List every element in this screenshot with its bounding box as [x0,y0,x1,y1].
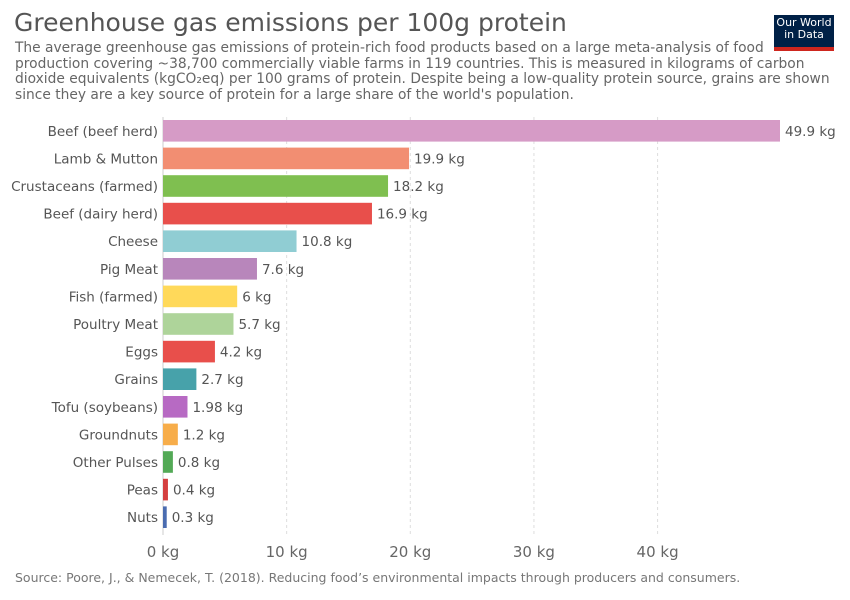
bar [163,368,197,390]
chart-title: Greenhouse gas emissions per 100g protei… [14,8,567,37]
value-label: 10.8 kg [302,234,353,250]
category-label: Cheese [108,234,158,250]
value-label: 4.2 kg [220,345,262,361]
bar [163,506,167,528]
category-label: Nuts [127,510,158,526]
category-label: Beef (beef herd) [48,124,158,140]
owid-logo[interactable]: Our World in Data [774,15,834,51]
x-tick-label: 20 kg [389,543,431,561]
value-label: 0.3 kg [172,510,214,526]
category-label: Crustaceans (farmed) [11,179,158,195]
bar [163,285,238,308]
x-tick-label: 40 kg [637,543,679,561]
chart-subtitle: The average greenhouse gas emissions of … [15,40,830,103]
bar [163,451,173,473]
bar [163,175,389,197]
bar [163,258,257,280]
value-label: 19.9 kg [414,151,465,167]
category-label: Eggs [125,345,158,361]
category-label: Pig Meat [100,262,158,278]
category-label: Grains [114,372,158,388]
value-label: 5.7 kg [238,317,280,333]
category-label: Lamb & Mutton [54,151,158,167]
bar [163,478,168,501]
category-label: Groundnuts [79,427,158,443]
logo-line-1: Our World [776,16,832,29]
value-label: 0.8 kg [178,455,220,471]
category-label: Beef (dairy herd) [43,207,158,223]
value-label: 49.9 kg [785,124,836,140]
bar [163,340,215,363]
logo-line-2: in Data [784,28,824,41]
value-label: 18.2 kg [393,179,444,195]
value-label: 1.98 kg [192,400,243,416]
x-tick-label: 30 kg [513,543,555,561]
bar [163,423,178,446]
bar [163,313,234,335]
value-label: 0.4 kg [173,483,215,499]
bar [163,396,188,418]
x-tick-label: 10 kg [266,543,308,561]
bar [163,120,780,142]
category-label: Peas [127,483,158,499]
category-label: Tofu (soybeans) [51,400,158,416]
source-note[interactable]: Source: Poore, J., & Nemecek, T. (2018).… [15,570,741,585]
category-label: Poultry Meat [73,317,158,333]
value-label: 7.6 kg [262,262,304,278]
category-label: Fish (farmed) [69,289,158,305]
bar [163,230,297,252]
value-label: 6 kg [242,289,271,305]
bar [163,147,410,170]
bar [163,202,372,225]
value-label: 1.2 kg [183,427,225,443]
value-label: 2.7 kg [201,372,243,388]
x-tick-label: 0 kg [147,543,180,561]
value-label: 16.9 kg [377,207,428,223]
category-label: Other Pulses [73,455,158,471]
